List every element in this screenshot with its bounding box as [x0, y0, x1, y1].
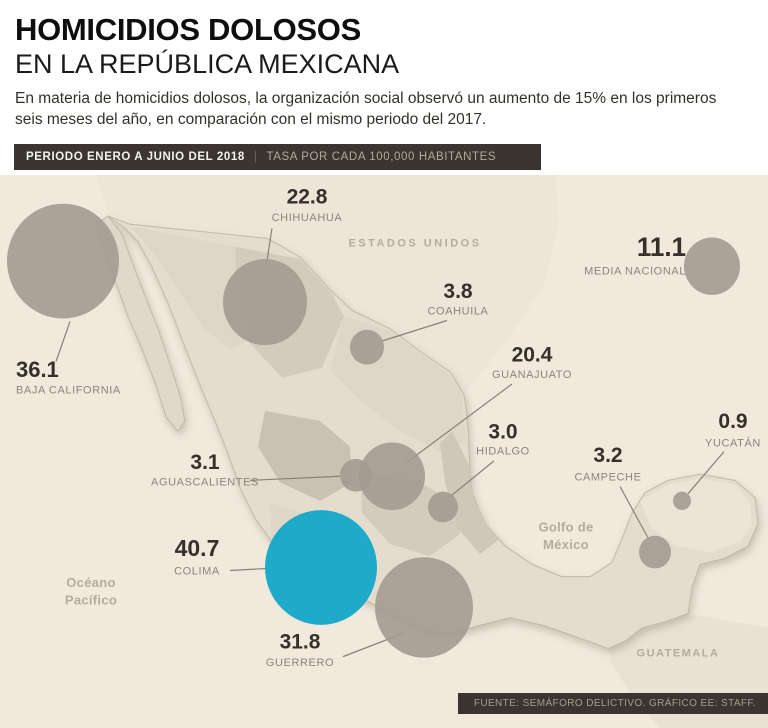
bubble-value-guerrero: 31.8 [280, 629, 321, 653]
bubble-value-guanajuato: 20.4 [512, 342, 553, 366]
leader-line-guanajuato [405, 383, 513, 464]
source-text: FUENTE: SEMÁFORO DELICTIVO. GRÁFICO EE: … [473, 698, 756, 709]
page-title: HOMICIDIOS DOLOSOS [15, 12, 361, 47]
bubble-value-colima: 40.7 [175, 535, 220, 561]
bubble-campeche [639, 535, 671, 569]
leader-line-coahuila [381, 319, 448, 342]
mexico-bubble-map: ESTADOS UNIDOS Golfo de México Océano Pacífi… [7, 174, 768, 728]
leader-line-campeche [619, 485, 649, 538]
bubble-label-coahuila: COAHUILA [428, 305, 489, 317]
bubble-chihuahua [223, 258, 307, 345]
bubble-value-campeche: 3.2 [593, 442, 622, 466]
bubble-value-chihuahua: 22.8 [287, 184, 328, 208]
geo-label-golfo-de-mexico: México [543, 537, 589, 552]
geo-label-oceano-pacifico: Pacífico [65, 592, 117, 607]
bubble-value-aguascalientes: 3.1 [190, 450, 219, 474]
period-separator: | [253, 150, 258, 163]
leader-line-aguascalientes [249, 475, 341, 481]
geo-label-oceano-pacifico: Océano [66, 574, 115, 589]
bubble-value-yucatan: 0.9 [718, 409, 747, 433]
bubble-label-guerrero: GUERRERO [266, 656, 334, 668]
bubble-value-hidalgo: 3.0 [488, 419, 517, 443]
source-bar: FUENTE: SEMÁFORO DELICTIVO. GRÁFICO EE: … [457, 693, 768, 714]
bubble-label-baja-california: BAJA CALIFORNIA [16, 384, 121, 396]
geo-label-guatemala: GUATEMALA [637, 647, 720, 659]
bubble-value-media-nacional: 11.1 [637, 231, 686, 261]
bubble-media-nacional [684, 237, 740, 295]
period-bar: PERIODO ENERO A JUNIO DEL 2018 | TASA PO… [14, 143, 541, 170]
bubble-label-media-nacional: MEDIA NACIONAL [584, 265, 686, 277]
bubble-baja-california [7, 203, 119, 319]
period-label: PERIODO ENERO A JUNIO DEL 2018 [26, 150, 245, 163]
bubble-label-guanajuato: GUANAJUATO [492, 368, 572, 380]
bubble-coahuila [350, 329, 384, 365]
bubble-value-baja-california: 36.1 [16, 356, 59, 381]
bubble-yucatan [673, 491, 691, 510]
bubble-label-chihuahua: CHIHUAHUA [272, 212, 343, 224]
leader-line-yucatan [687, 450, 725, 494]
page-subtitle: EN LA REPÚBLICA MEXICANA [15, 48, 400, 79]
bubble-label-yucatan: YUCATÁN [705, 436, 761, 449]
bubble-colima [265, 509, 377, 625]
rate-unit-label: TASA POR CADA 100,000 HABITANTES [266, 150, 497, 163]
header: HOMICIDIOS DOLOSOS EN LA REPÚBLICA MEXIC… [0, 0, 768, 144]
bubble-label-colima: COLIMA [174, 565, 220, 577]
bubble-hidalgo [428, 491, 458, 523]
state-shade-sonora [130, 225, 248, 349]
geo-labels-layer: ESTADOS UNIDOS Golfo de México Océano Pacífi… [65, 237, 720, 659]
geo-label-estados-unidos: ESTADOS UNIDOS [348, 237, 481, 249]
leader-line-baja-california [55, 320, 71, 362]
state-shade-veracruz [440, 430, 500, 554]
bubble-guanajuato [359, 442, 425, 510]
leader-line-colima [229, 567, 267, 571]
state-shade-yucatan [640, 477, 752, 552]
geo-label-golfo-de-mexico: Golfo de [538, 519, 593, 534]
bubble-guerrero [375, 556, 473, 658]
bubble-value-coahuila: 3.8 [443, 278, 472, 302]
leader-line-hidalgo [449, 460, 495, 497]
bubble-label-aguascalientes: AGUASCALIENTES [151, 476, 259, 488]
bubbles-layer: 36.1 BAJA CALIFORNIA 22.8 CHIHUAHUA 3.8 COAHU… [7, 184, 761, 669]
bubble-label-campeche: CAMPECHE [574, 471, 641, 483]
intro-text: En materia de homicidios dolosos, la org… [15, 89, 717, 129]
bubble-label-hidalgo: HIDALGO [476, 445, 530, 457]
map-section: ESTADOS UNIDOS Golfo de México Océano Pacífi… [0, 174, 768, 728]
us-landmass [96, 174, 558, 393]
